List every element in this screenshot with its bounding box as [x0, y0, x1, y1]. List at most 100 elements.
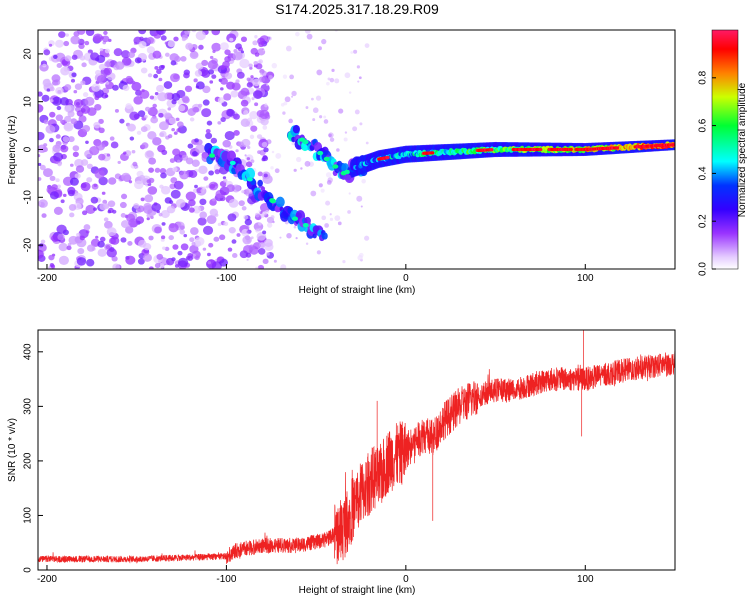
- noise-blob: [255, 266, 259, 269]
- noise-blob: [72, 151, 79, 158]
- noise-blob: [223, 178, 228, 183]
- noise-blob: [250, 236, 254, 240]
- noise-blob: [356, 195, 363, 202]
- noise-blob: [358, 76, 362, 80]
- noise-blob: [55, 87, 64, 95]
- noise-blob: [120, 213, 126, 218]
- noise-blob: [64, 115, 72, 123]
- noise-blob: [101, 191, 106, 195]
- noise-blob: [46, 78, 50, 82]
- noise-blob: [365, 141, 369, 145]
- noise-blob: [173, 131, 178, 135]
- noise-blob: [150, 116, 158, 124]
- noise-blob: [170, 60, 177, 66]
- noise-blob: [360, 205, 363, 208]
- noise-blob: [46, 88, 51, 92]
- tone-peak: [568, 147, 573, 152]
- noise-blob: [271, 150, 275, 154]
- noise-blob: [258, 59, 263, 64]
- noise-blob: [201, 59, 209, 67]
- noise-blob: [38, 249, 44, 259]
- noise-blob: [266, 251, 270, 256]
- noise-blob: [270, 215, 275, 220]
- noise-blob: [227, 247, 233, 252]
- noise-blob: [170, 73, 181, 83]
- noise-blob: [359, 122, 363, 126]
- noise-blob: [103, 30, 108, 35]
- tone-peak: [489, 148, 494, 152]
- noise-blob: [352, 126, 358, 132]
- noise-blob: [243, 110, 249, 116]
- noise-blob: [122, 84, 130, 92]
- noise-blob: [134, 180, 144, 190]
- noise-blob: [283, 101, 288, 106]
- noise-blob: [62, 193, 67, 197]
- noise-blob: [98, 168, 102, 172]
- noise-blob: [62, 136, 70, 143]
- noise-blob: [77, 30, 86, 35]
- noise-blob: [241, 206, 247, 211]
- noise-blob: [187, 143, 194, 149]
- noise-blob: [134, 57, 142, 64]
- trace-bright-spot: [299, 137, 306, 142]
- y-tick-label: 300: [23, 398, 34, 415]
- noise-blob: [209, 208, 219, 217]
- noise-blob: [112, 263, 120, 269]
- noise-blob: [248, 244, 256, 251]
- noise-blob: [252, 78, 261, 87]
- noise-blob: [254, 35, 258, 39]
- noise-blob: [90, 52, 100, 61]
- noise-blob: [224, 72, 233, 80]
- noise-blob: [85, 204, 96, 214]
- noise-blob: [138, 41, 147, 49]
- noise-blob: [262, 155, 269, 162]
- noise-blob: [240, 36, 247, 42]
- noise-blob: [189, 237, 195, 243]
- noise-blob: [95, 69, 102, 76]
- noise-blob: [68, 136, 75, 143]
- noise-blob: [212, 50, 216, 54]
- noise-blob: [310, 190, 317, 197]
- noise-blob: [261, 141, 268, 148]
- noise-blob: [329, 77, 335, 83]
- figure-title: S174.2025.317.18.29.R09: [275, 1, 439, 17]
- noise-blob: [148, 157, 157, 165]
- noise-blob: [185, 191, 196, 201]
- noise-blob: [347, 210, 351, 214]
- noise-blob: [205, 185, 210, 189]
- noise-blob: [43, 168, 53, 178]
- noise-blob: [206, 120, 213, 126]
- noise-blob: [257, 264, 265, 269]
- noise-blob: [95, 142, 106, 151]
- noise-blob: [164, 112, 172, 120]
- noise-blob: [312, 118, 316, 122]
- noise-blob: [49, 137, 54, 143]
- noise-blob: [160, 210, 170, 219]
- noise-blob: [224, 130, 235, 141]
- noise-blob: [211, 198, 216, 202]
- colorbar-tick-label: 0.2: [698, 214, 709, 228]
- noise-blob: [106, 153, 111, 157]
- noise-blob: [256, 134, 263, 140]
- noise-blob: [158, 65, 165, 71]
- noise-blob: [146, 179, 152, 184]
- noise-blob: [261, 70, 268, 77]
- noise-blob: [167, 107, 172, 111]
- noise-blob: [135, 216, 145, 224]
- noise-blob: [85, 140, 89, 144]
- noise-blob: [184, 85, 193, 93]
- noise-blob: [217, 256, 223, 261]
- noise-blob: [334, 78, 340, 84]
- noise-blob: [93, 207, 97, 211]
- noise-blob: [167, 134, 173, 139]
- noise-blob: [56, 224, 67, 234]
- noise-blob: [154, 263, 161, 269]
- noise-blob: [262, 125, 268, 130]
- x-tick-label: -200: [37, 273, 57, 284]
- noise-blob: [147, 107, 158, 117]
- noise-blob: [78, 115, 87, 123]
- noise-blob: [167, 40, 176, 48]
- noise-blob: [173, 180, 184, 190]
- noise-blob: [147, 131, 157, 140]
- noise-blob: [95, 235, 99, 239]
